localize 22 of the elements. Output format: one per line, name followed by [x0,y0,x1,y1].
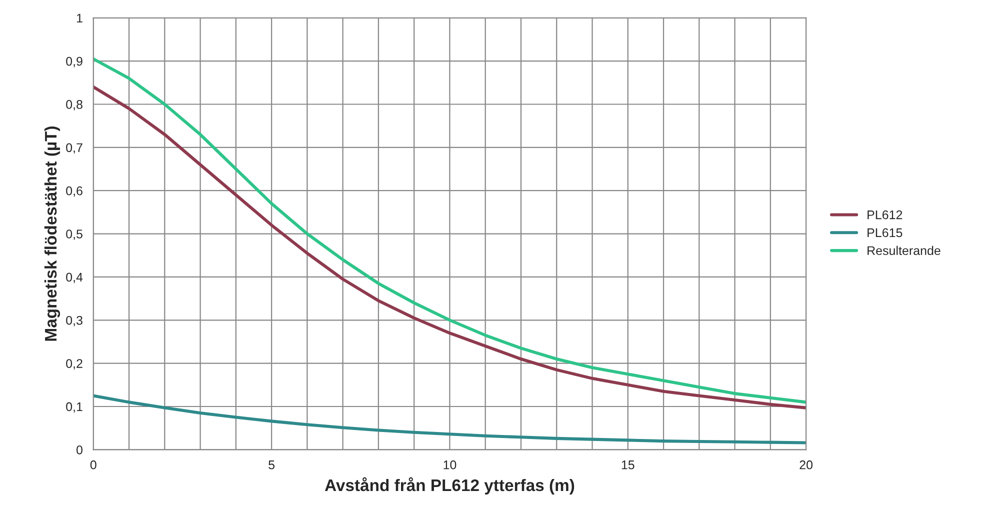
y-tick-label: 0 [76,445,82,454]
legend-label: PL615 [868,228,902,238]
y-tick-label: 0,3 [66,316,82,326]
y-tick-label: 0,2 [66,359,82,370]
x-tick-label: 20 [800,460,813,470]
x-tick-label: 0 [90,460,96,470]
y-tick-label: 0,6 [66,186,82,197]
x-tick-label: 15 [622,460,634,470]
y-tick-label: 0,1 [66,402,82,413]
legend-label: PL612 [868,210,902,220]
y-tick-label: 0,7 [66,143,82,154]
y-tick-label: 0,4 [66,272,83,284]
y-tick-label: 0,5 [66,230,82,240]
y-tick-label: 1 [76,14,82,22]
x-tick-label: 5 [268,460,275,470]
legend-label: Resulterande [868,246,940,256]
y-axis-title: Magnetisk flödestäthet (µT) [44,126,60,341]
line-series [93,394,806,444]
x-tick-label: 10 [444,460,456,470]
y-tick-label: 0,8 [66,100,82,110]
x-axis-title: Avstånd från PL612 ytterfas (m) [324,477,574,494]
y-tick-label: 0,9 [66,56,82,68]
